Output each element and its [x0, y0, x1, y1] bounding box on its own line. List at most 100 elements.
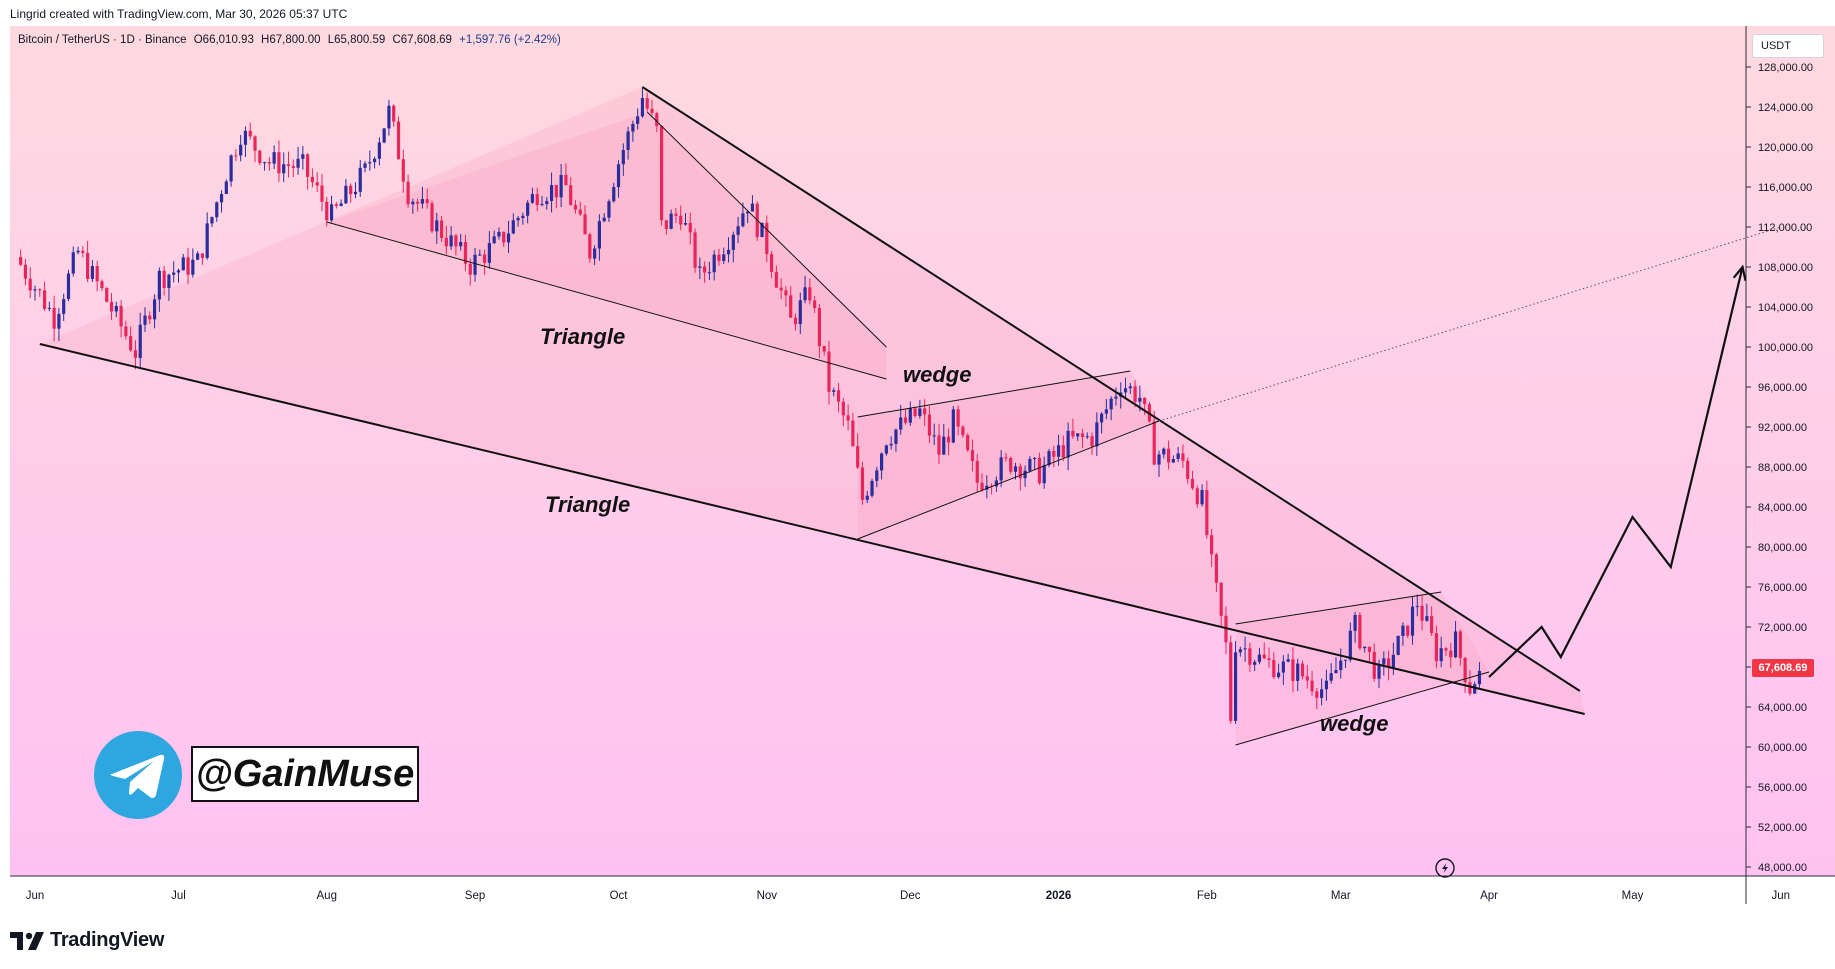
price-tick-label: 88,000.00	[1758, 462, 1807, 474]
trendline-small-triangle-lower[interactable]	[326, 221, 887, 380]
candle-body	[363, 163, 367, 168]
candle-body	[564, 174, 568, 186]
candle-body	[1238, 649, 1242, 653]
candle-body	[1190, 478, 1195, 489]
candle-body	[741, 213, 745, 227]
candle-body	[722, 254, 726, 261]
candle-body	[186, 257, 190, 275]
candle-body	[1066, 430, 1070, 458]
time-tick-label: Oct	[610, 890, 629, 902]
price-tick-label: 96,000.00	[1758, 382, 1807, 394]
candle-body	[1037, 458, 1042, 484]
candle-body	[1363, 646, 1367, 649]
symbol-label[interactable]: Bitcoin / TetherUS · 1D · Binance	[18, 34, 187, 46]
candle-body	[1296, 663, 1300, 681]
candle-body	[832, 390, 836, 392]
candle-body	[1100, 413, 1104, 423]
candle-body	[349, 185, 353, 195]
candle-body	[870, 480, 874, 496]
candle-body	[569, 185, 573, 205]
candle-body	[468, 263, 472, 275]
candle-body	[215, 202, 219, 218]
wedge-upper-fill	[857, 371, 1160, 539]
candle-body	[205, 223, 209, 258]
candle-body	[377, 142, 381, 159]
price-tick-label: 72,000.00	[1758, 622, 1807, 634]
candle-body	[196, 253, 200, 260]
price-tick-label: 56,000.00	[1758, 782, 1807, 794]
price-tick-label: 48,000.00	[1758, 862, 1807, 874]
candle-body	[1056, 445, 1061, 457]
candle-body	[530, 194, 535, 203]
trendline-big-triangle-lower[interactable]	[39, 343, 1585, 715]
candle-body	[272, 152, 276, 164]
candle-body	[396, 121, 401, 160]
trendlines[interactable]	[39, 86, 1781, 746]
candle-body	[1210, 535, 1214, 555]
candle-body	[353, 191, 358, 195]
candle-body	[1377, 664, 1381, 679]
candle-body	[789, 295, 793, 318]
candle-body	[703, 266, 707, 273]
trendline-wedge1-lower[interactable]	[857, 420, 1160, 540]
lightning-icon[interactable]	[1435, 858, 1455, 878]
candle-body	[129, 336, 133, 351]
candle-body	[1013, 466, 1018, 472]
candle-body	[726, 249, 731, 255]
candle-body	[1052, 451, 1056, 457]
candle-body	[985, 485, 989, 490]
candle-body	[612, 187, 616, 202]
trendline-wedge2-lower[interactable]	[1235, 671, 1490, 746]
candle-body	[659, 126, 664, 221]
candle-body	[463, 241, 468, 264]
candle-body	[1463, 657, 1467, 683]
candle-body	[1382, 658, 1386, 665]
high-value: H67,800.00	[261, 34, 321, 46]
candle-body	[808, 287, 812, 301]
currency-selector[interactable]: USDT	[1752, 34, 1824, 58]
time-tick-label: Mar	[1331, 890, 1351, 902]
candle-body	[425, 199, 429, 204]
candle-body	[966, 435, 970, 451]
candle-body	[52, 307, 56, 329]
candle-body	[750, 203, 755, 212]
candle-body	[57, 313, 61, 329]
price-scale-background[interactable]	[1746, 26, 1835, 908]
candle-body	[578, 209, 582, 215]
candle-body	[1262, 654, 1266, 659]
candle-body	[358, 167, 362, 192]
chart-canvas[interactable]: 128,000.00 124,000.00 120,000.00 116,000.00…	[0, 26, 1835, 908]
candle-body	[1468, 682, 1472, 694]
trendline-wedge2-upper[interactable]	[1235, 591, 1442, 625]
trendline-breakout-projection[interactable]	[1158, 226, 1781, 422]
candle-body	[416, 201, 420, 204]
trendline-big-triangle-upper[interactable]	[641, 86, 1581, 692]
tradingview-brand[interactable]: TradingView	[10, 929, 164, 952]
candle-body	[1033, 458, 1037, 460]
candle-body	[1071, 430, 1075, 437]
candle-body	[1339, 660, 1343, 671]
trendline-wedge1-upper[interactable]	[857, 370, 1131, 418]
candle-body	[487, 243, 491, 263]
projection-line[interactable]	[1488, 266, 1744, 678]
candle-body	[444, 237, 448, 247]
projection-path[interactable]	[1488, 264, 1747, 678]
candle-body	[114, 305, 118, 312]
candle-body	[1257, 654, 1262, 662]
candle-body	[392, 105, 396, 122]
candle-body	[492, 236, 496, 244]
trendline-small-triangle-upper[interactable]	[646, 111, 887, 348]
candle-body	[1138, 397, 1142, 402]
candle-body	[655, 113, 659, 127]
candle-body	[836, 390, 841, 402]
candle-body	[951, 409, 955, 443]
time-scale-background[interactable]	[10, 876, 1835, 908]
candle-body	[1009, 458, 1013, 472]
candle-body	[138, 324, 142, 358]
candle-body	[942, 436, 946, 455]
candle-body	[19, 257, 23, 265]
price-tick-label: 92,000.00	[1758, 422, 1807, 434]
candle-body	[435, 220, 439, 232]
close-value: C67,608.69	[392, 34, 452, 46]
candle-body	[1123, 388, 1128, 393]
